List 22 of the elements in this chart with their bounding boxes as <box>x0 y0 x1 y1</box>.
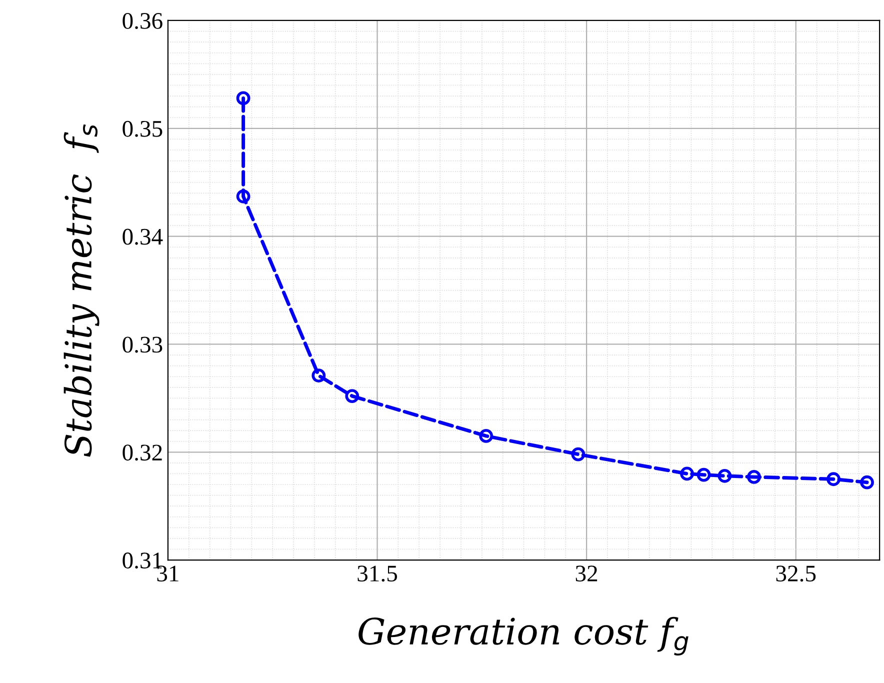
point <box>479 429 494 443</box>
x-tick-label: 31.5 <box>358 566 397 582</box>
point <box>860 475 874 490</box>
y-tick-label: 0.35 <box>122 120 162 137</box>
y-tick-label: 0.33 <box>122 336 162 353</box>
point <box>680 466 694 481</box>
point <box>312 368 326 382</box>
point <box>718 468 732 483</box>
x-axis-title: Generation cost f$_{g}$ <box>358 616 688 656</box>
x-tick-label: 32.5 <box>776 566 816 582</box>
point <box>696 468 711 482</box>
point <box>236 91 250 106</box>
y-tick-label: 0.36 <box>122 12 162 30</box>
y-tick-label: 0.32 <box>122 444 162 461</box>
point <box>236 189 250 204</box>
point <box>826 472 840 486</box>
y-axis-title: Stability metric f$_{s}$ <box>64 124 100 457</box>
point <box>747 470 761 484</box>
point <box>571 447 586 462</box>
point <box>345 389 360 403</box>
x-tick-label: 32 <box>576 566 598 582</box>
y-tick-label: 0.34 <box>122 228 163 245</box>
